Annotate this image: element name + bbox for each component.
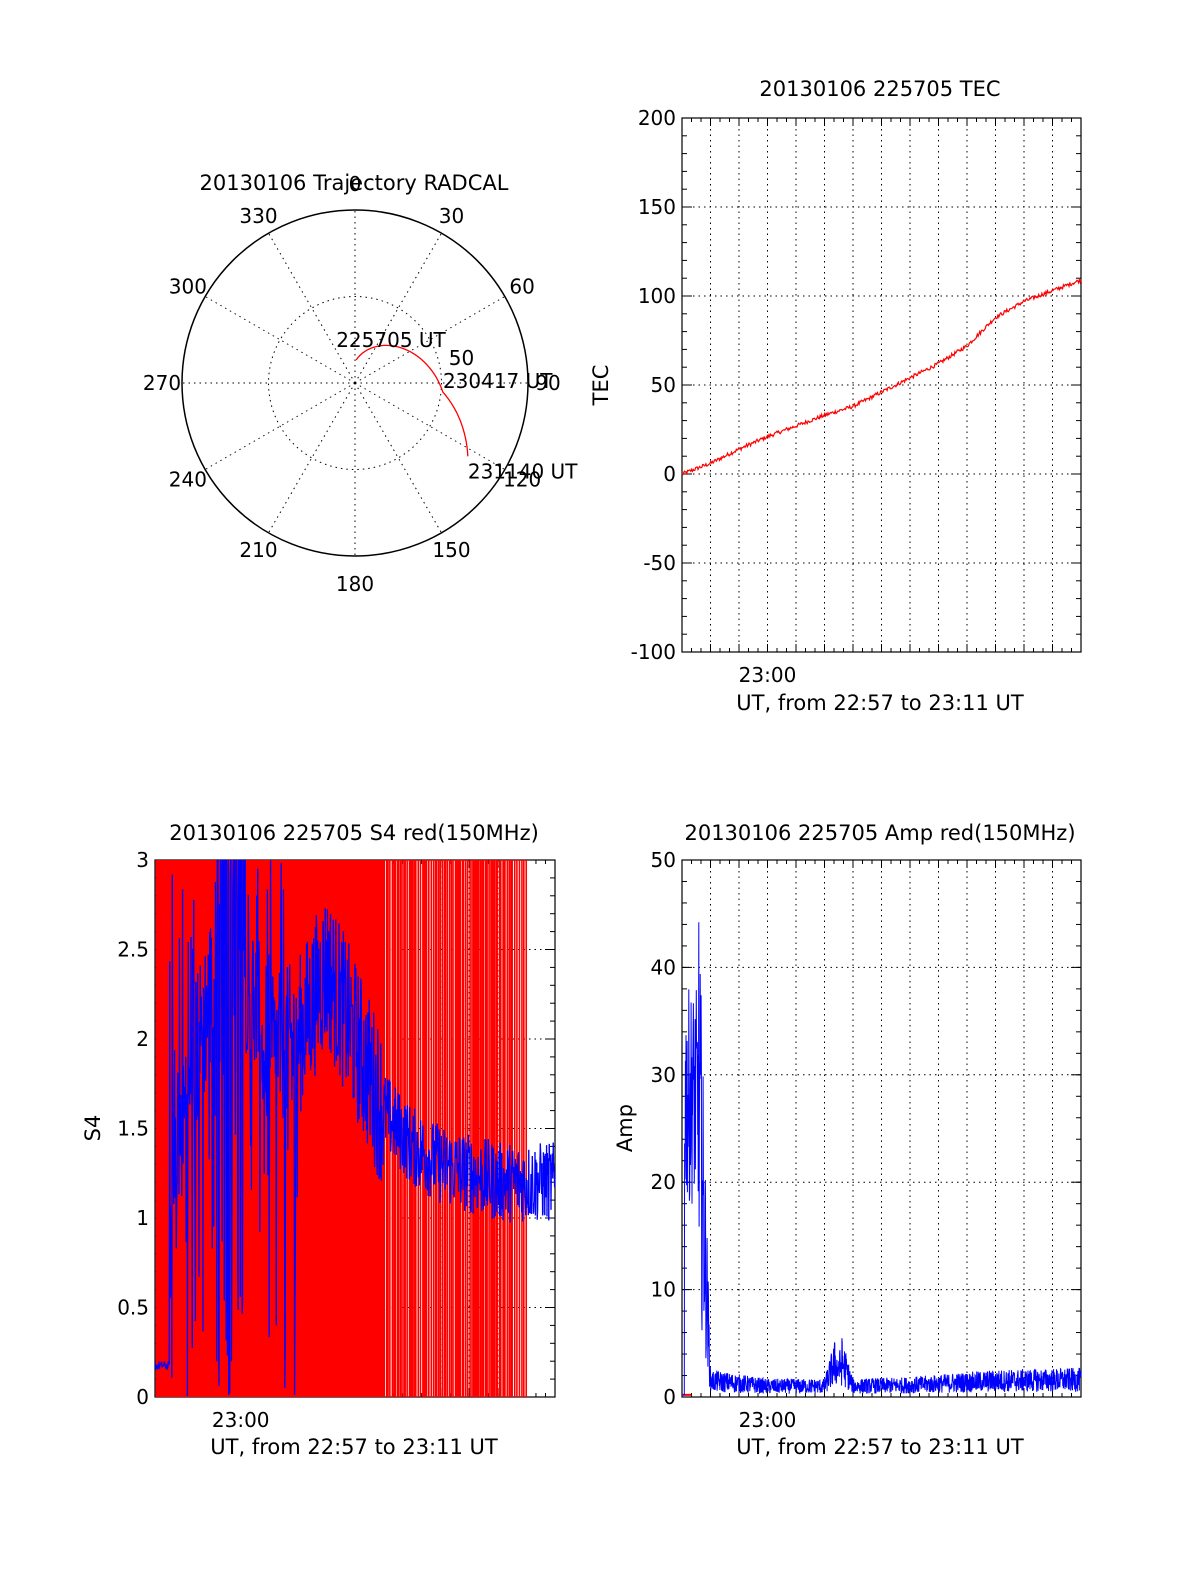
amp-ytick-label: 10	[651, 1278, 676, 1302]
polar-spoke	[204, 296, 356, 384]
amp-ytick-label: 50	[651, 848, 676, 872]
s4-ytick-label: 2	[136, 1027, 149, 1051]
polar-azimuth-label: 0	[349, 172, 362, 196]
trajectory-time-label: 230417 UT	[443, 369, 553, 393]
polar-title: 20130106 Trajectory RADCAL	[200, 171, 509, 195]
polar-spoke	[354, 382, 442, 534]
polar-azimuth-label: 120	[503, 468, 541, 492]
s4-title: 20130106 225705 S4 red(150MHz)	[169, 821, 539, 845]
amp-frame	[681, 859, 1082, 1398]
polar-spoke	[268, 232, 356, 384]
trajectory-time-label: 231140 UT	[468, 459, 578, 483]
amp-ytick-label: 40	[651, 955, 676, 979]
s4-ytick-label: 0.5	[117, 1296, 149, 1320]
polar-azimuth-label: 60	[509, 275, 534, 299]
polar-ring-label: 50	[449, 346, 474, 370]
tec-ytick-label: 200	[638, 106, 676, 130]
tec-plot: 20130106 225705 TEC TEC UT, from 22:57 t…	[589, 77, 1082, 715]
trajectory-line	[355, 344, 469, 457]
polar-azimuth-label: 30	[439, 204, 464, 228]
tec-ytick-label: 0	[663, 462, 676, 486]
polar-azimuth-label: 150	[432, 538, 470, 562]
tec-title: 20130106 225705 TEC	[759, 77, 1000, 101]
s4-blue-series	[154, 859, 556, 1396]
amp-xtick-label: 23:00	[739, 1408, 797, 1432]
polar-spoke	[354, 382, 506, 470]
polar-azimuth-label: 90	[535, 371, 560, 395]
tec-xlabel: UT, from 22:57 to 23:11 UT	[736, 691, 1024, 715]
amp-title: 20130106 225705 Amp red(150MHz)	[684, 821, 1075, 845]
tec-ytick-label: -100	[631, 640, 676, 664]
polar-spoke	[268, 382, 356, 534]
s4-plot: 20130106 225705 S4 red(150MHz) S4 UT, fr…	[81, 821, 556, 1459]
polar-spoke	[354, 296, 506, 384]
polar-azimuth-label: 210	[239, 538, 277, 562]
tec-series-line	[681, 279, 1082, 476]
amp-plot: 20130106 225705 Amp red(150MHz) Amp UT, …	[613, 821, 1082, 1459]
polar-azimuth-label: 300	[169, 275, 207, 299]
s4-xlabel: UT, from 22:57 to 23:11 UT	[210, 1435, 498, 1459]
polar-spoke	[204, 382, 356, 470]
polar-azimuth-label: 180	[336, 572, 374, 596]
s4-ytick-label: 2.5	[117, 938, 149, 962]
polar-outer-ring	[181, 209, 529, 557]
polar-azimuth-label: 330	[239, 204, 277, 228]
polar-spoke	[354, 232, 442, 384]
tec-xtick-label: 23:00	[739, 663, 797, 687]
tec-ylabel: TEC	[589, 365, 613, 407]
s4-xtick-label: 23:00	[212, 1408, 270, 1432]
s4-ytick-label: 0	[136, 1385, 149, 1409]
amp-ylabel: Amp	[613, 1104, 637, 1152]
s4-ytick-label: 1.5	[117, 1117, 149, 1141]
polar-azimuth-label: 240	[169, 468, 207, 492]
amp-xlabel: UT, from 22:57 to 23:11 UT	[736, 1435, 1024, 1459]
amp-ytick-label: 0	[663, 1385, 676, 1409]
tec-ytick-label: -50	[643, 551, 676, 575]
polar-plot: 20130106 Trajectory RADCAL 0 30 60 90 120 150…	[143, 171, 578, 596]
polar-ring-50	[268, 296, 442, 470]
tec-ytick-label: 50	[651, 373, 676, 397]
trajectory-time-label: 225705 UT	[336, 328, 446, 352]
amp-ytick-label: 30	[651, 1063, 676, 1087]
polar-azimuth-label: 270	[143, 371, 181, 395]
s4-ytick-label: 1	[136, 1206, 149, 1230]
amp-ytick-label: 20	[651, 1170, 676, 1194]
tec-ytick-label: 100	[638, 284, 676, 308]
tec-ytick-label: 150	[638, 195, 676, 219]
s4-ylabel: S4	[81, 1115, 105, 1142]
amp-blue-series	[682, 922, 1082, 1396]
s4-ytick-label: 3	[136, 848, 149, 872]
